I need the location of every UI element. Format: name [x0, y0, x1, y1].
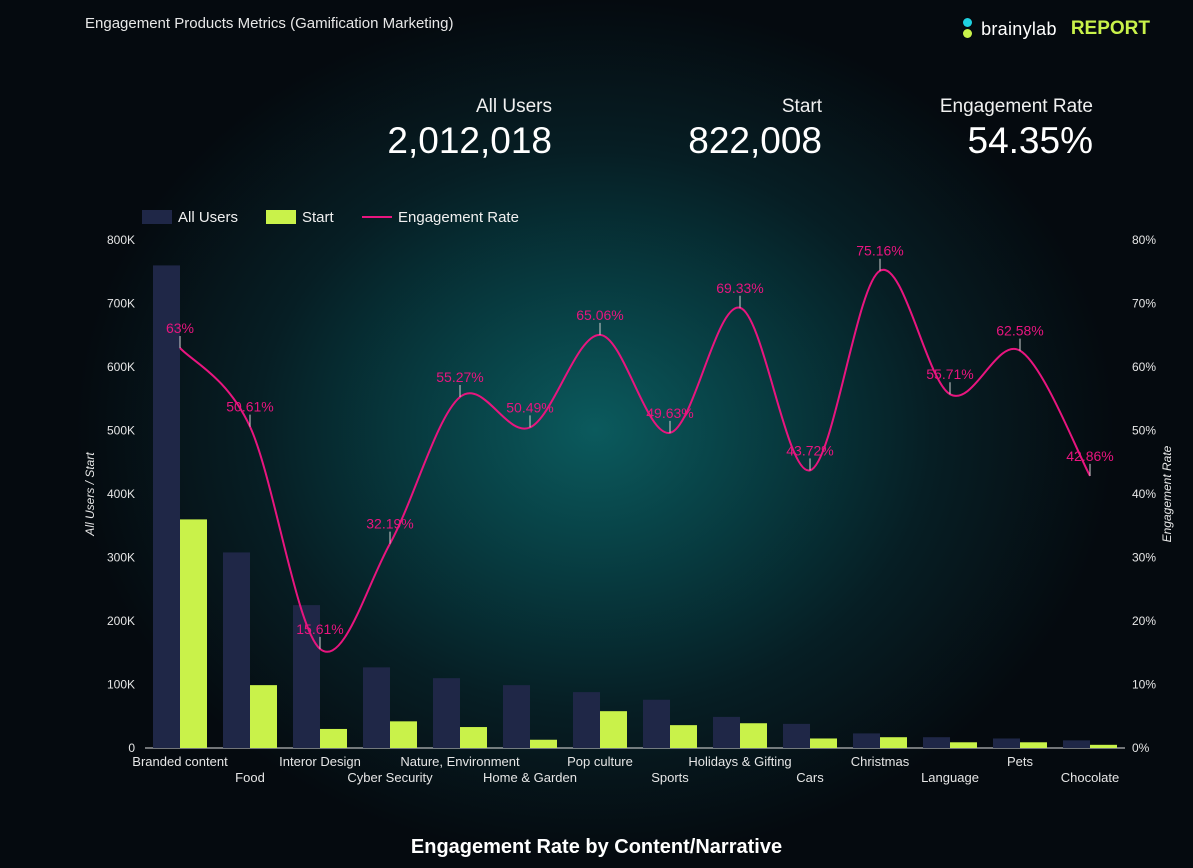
kpi-engagement-rate: Engagement Rate 54.35% [940, 96, 1093, 162]
kpi-value: 2,012,018 [387, 120, 552, 161]
bar-all-users-8 [713, 716, 740, 748]
y-tick-label: 500K [107, 424, 135, 438]
legend-swatch-0 [142, 210, 172, 224]
bar-all-users-7 [643, 699, 670, 748]
engagement-data-label-11: 55.71% [926, 366, 973, 382]
x-tick-label: Interor Design [279, 754, 361, 769]
brand-report-label: REPORT [1070, 18, 1150, 39]
bar-all-users-1 [223, 552, 250, 748]
x-tick-label: Language [921, 770, 979, 785]
bar-all-users-11 [923, 737, 950, 748]
y2-tick-label: 10% [1132, 678, 1156, 692]
x-tick-label: Christmas [851, 754, 910, 769]
engagement-rate-line [179, 269, 1091, 653]
x-tick-label: Sports [651, 770, 689, 785]
engagement-data-label-5: 50.49% [506, 399, 553, 415]
engagement-data-label-6: 65.06% [576, 307, 623, 323]
x-tick-label: Food [235, 770, 265, 785]
bar-start-2 [320, 728, 347, 748]
x-tick-label: Chocolate [1061, 770, 1120, 785]
legend-label: Start [302, 209, 335, 226]
x-tick-label: Holidays & Gifting [688, 754, 791, 769]
bar-start-9 [810, 738, 837, 748]
bar-start-7 [670, 725, 697, 748]
engagement-data-label-0: 63% [166, 320, 194, 336]
engagement-data-label-2: 15.61% [296, 621, 343, 637]
engagement-data-label-8: 69.33% [716, 280, 763, 296]
y-tick-label: 0 [128, 741, 135, 755]
engagement-data-label-1: 50.61% [226, 399, 273, 415]
x-tick-label: Branded content [132, 754, 228, 769]
legend-swatch-1 [266, 210, 296, 224]
engagement-data-label-10: 75.16% [856, 243, 903, 259]
bar-start-3 [390, 721, 417, 748]
x-tick-label: Cyber Security [347, 770, 433, 785]
kpi-label: Engagement Rate [939, 96, 1093, 117]
bar-start-0 [180, 519, 207, 748]
engagement-data-label-13: 42.86% [1066, 448, 1113, 464]
bar-all-users-4 [433, 678, 460, 748]
y2-axis-label: Engagement Rate [1160, 445, 1174, 542]
y-tick-label: 200K [107, 614, 135, 628]
y-tick-label: 800K [107, 233, 135, 247]
x-tick-label: Home & Garden [483, 770, 577, 785]
bar-start-4 [460, 727, 487, 748]
bar-all-users-0 [153, 265, 180, 748]
bar-all-users-9 [783, 723, 810, 748]
x-tick-label: Nature, Environment [400, 754, 520, 769]
y-tick-label: 100K [107, 678, 135, 692]
y2-tick-label: 0% [1132, 741, 1150, 755]
bar-start-11 [950, 742, 977, 748]
kpi-label: All Users [475, 96, 552, 117]
x-tick-label: Pop culture [567, 754, 633, 769]
y2-tick-label: 30% [1132, 551, 1156, 565]
bar-start-6 [600, 711, 627, 748]
bar-start-10 [880, 737, 907, 748]
kpi-start: Start 822,008 [688, 96, 822, 162]
bar-start-12 [1020, 742, 1047, 748]
bar-all-users-6 [573, 692, 600, 748]
brand-name: brainylab [981, 18, 1057, 39]
kpi-all-users: All Users 2,012,018 [387, 96, 552, 162]
engagement-data-label-9: 43.72% [786, 442, 833, 458]
bar-all-users-10 [853, 733, 880, 748]
x-tick-label: Pets [1007, 754, 1034, 769]
bar-start-8 [740, 723, 767, 748]
bar-all-users-2 [293, 605, 320, 748]
x-tick-label: Cars [796, 770, 824, 785]
engagement-data-label-3: 32.19% [366, 516, 413, 532]
engagement-data-label-12: 62.58% [996, 323, 1043, 339]
bar-all-users-3 [363, 667, 390, 748]
y2-tick-label: 80% [1132, 233, 1156, 247]
y-tick-label: 300K [107, 551, 135, 565]
kpi-value: 822,008 [688, 120, 822, 161]
brainylab-logo-icon [961, 18, 973, 40]
bar-all-users-5 [503, 685, 530, 748]
kpi-label: Start [781, 96, 822, 117]
y2-tick-label: 70% [1132, 297, 1156, 311]
bar-start-5 [530, 739, 557, 748]
y2-tick-label: 60% [1132, 360, 1156, 374]
bar-start-13 [1090, 744, 1117, 748]
y-tick-label: 600K [107, 360, 135, 374]
legend-label: All Users [178, 209, 238, 226]
chart-title: Engagement Rate by Content/Narrative [410, 836, 783, 858]
y-tick-label: 700K [107, 297, 135, 311]
bar-all-users-12 [993, 738, 1020, 748]
engagement-data-label-7: 49.63% [646, 405, 693, 421]
y2-tick-label: 40% [1132, 487, 1156, 501]
legend-label: Engagement Rate [398, 209, 519, 226]
bar-start-1 [250, 685, 277, 748]
engagement-data-label-4: 55.27% [436, 369, 483, 385]
report-title: Engagement Products Metrics (Gamificatio… [85, 15, 454, 32]
kpi-value: 54.35% [967, 120, 1094, 161]
y2-tick-label: 20% [1132, 614, 1156, 628]
bar-all-users-13 [1063, 740, 1090, 748]
y-axis-label: All Users / Start [83, 452, 97, 537]
y2-tick-label: 50% [1132, 424, 1156, 438]
y-tick-label: 400K [107, 487, 135, 501]
brand: brainylab REPORT [961, 18, 1150, 40]
